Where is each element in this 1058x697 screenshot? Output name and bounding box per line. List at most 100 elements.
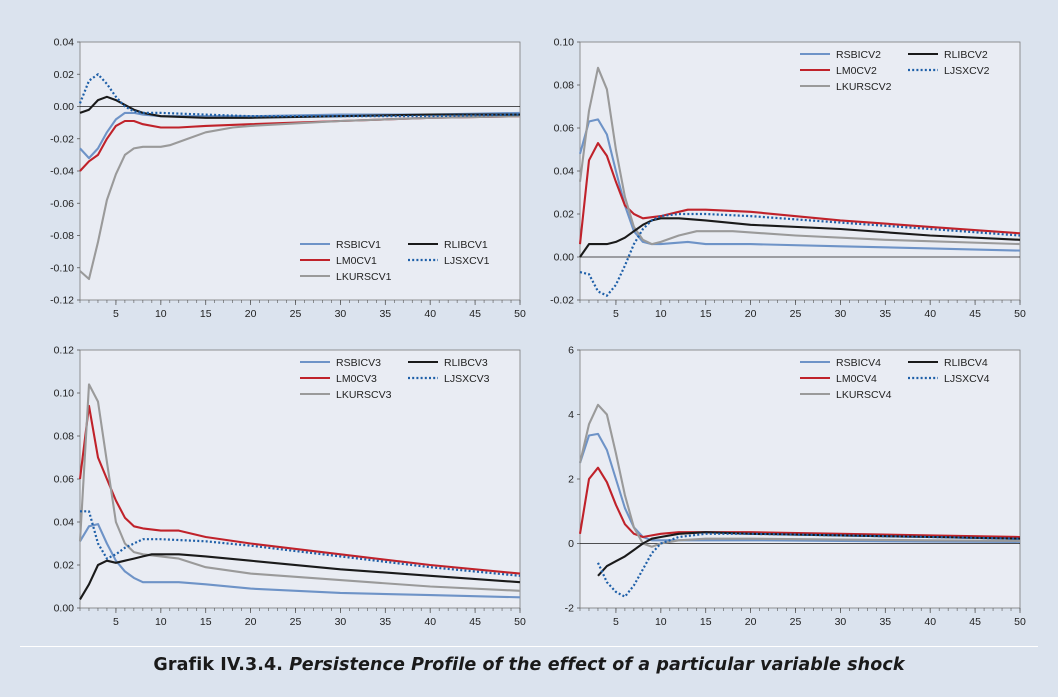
- x-tick-label: 20: [745, 616, 757, 628]
- y-tick-label: 0.10: [54, 388, 75, 400]
- y-tick-label: 0.02: [554, 209, 575, 221]
- x-tick-label: 5: [113, 616, 119, 628]
- legend-label: RLIBCV2: [944, 49, 988, 61]
- x-tick-label: 5: [113, 308, 119, 320]
- x-tick-label: 5: [613, 308, 619, 320]
- y-tick-label: -0.12: [50, 295, 74, 307]
- series-line-lm0cv3: [78, 404, 521, 575]
- legend-label: RLIBCV1: [444, 239, 488, 251]
- plot-area: [579, 349, 1021, 609]
- x-tick-label: 5: [613, 616, 619, 628]
- y-tick-label: 0.06: [54, 474, 75, 486]
- y-tick-label: 0.00: [54, 603, 75, 615]
- plot-area: [79, 41, 521, 301]
- x-tick-label: 45: [969, 308, 981, 320]
- x-tick-label: 40: [424, 616, 436, 628]
- legend-label: LM0CV3: [336, 373, 377, 385]
- series-line-lm0cv2: [578, 142, 1021, 245]
- x-tick-label: 15: [700, 616, 712, 628]
- series-line-ljsxcv4: [597, 532, 1021, 598]
- x-tick-label: 30: [835, 308, 847, 320]
- y-tick-label: 6: [568, 345, 574, 357]
- series-line-rlibcv1: [79, 95, 520, 119]
- y-tick-label: 4: [568, 409, 574, 421]
- series-line-lkurscv4: [578, 403, 1021, 548]
- legend-label: LJSXCV2: [944, 65, 990, 77]
- y-tick-label: 0.00: [554, 252, 575, 264]
- plot-area: [79, 349, 521, 609]
- chart-panel-3: 0.12 0.10 0.08 0.06 0.04 0.02 0.00 5 10 15 20 25 30 3…: [54, 345, 526, 629]
- series-line-rlibcv3: [79, 553, 521, 600]
- legend-label: RLIBCV3: [444, 357, 488, 369]
- y-tick-label: 0.04: [554, 166, 575, 178]
- legend-label: LJSXCV1: [444, 255, 490, 267]
- y-tick-label: 0.06: [554, 123, 575, 135]
- caption-text: Persistence Profile of the effect of a p…: [289, 655, 905, 675]
- x-tick-label: 25: [290, 616, 302, 628]
- x-tick-label: 20: [245, 308, 257, 320]
- x-tick-label: 40: [924, 616, 936, 628]
- y-tick-label: 0.02: [54, 560, 75, 572]
- caption-rule: [20, 646, 1038, 647]
- series-line-lkurscv1: [79, 115, 521, 281]
- x-tick-label: 10: [155, 616, 167, 628]
- y-tick-label: -0.04: [50, 166, 74, 178]
- legend-label: LM0CV4: [836, 373, 877, 385]
- legend-label: LJSXCV3: [444, 373, 490, 385]
- y-tick-label: -0.02: [50, 133, 74, 145]
- x-tick-label: 30: [335, 616, 347, 628]
- y-tick-label: 0.08: [54, 431, 75, 443]
- x-tick-label: 40: [424, 308, 436, 320]
- x-tick-label: 20: [745, 308, 757, 320]
- x-tick-label: 50: [514, 616, 526, 628]
- y-tick-label: -0.10: [50, 262, 74, 274]
- figure-caption: Grafik IV.3.4. Persistence Profile of th…: [0, 655, 1058, 675]
- x-tick-label: 50: [514, 308, 526, 320]
- legend-label: LM0CV1: [336, 255, 377, 267]
- x-tick-label: 15: [700, 308, 712, 320]
- x-tick-label: 50: [1014, 308, 1026, 320]
- plot-area: [579, 41, 1021, 301]
- y-tick-label: -0.06: [50, 198, 74, 210]
- x-tick-label: 30: [835, 616, 847, 628]
- x-tick-label: 35: [379, 308, 391, 320]
- x-tick-label: 35: [379, 616, 391, 628]
- legend-label: LKURSCV1: [336, 271, 392, 283]
- y-tick-label: 2: [568, 474, 574, 486]
- x-tick-label: 25: [790, 616, 802, 628]
- y-tick-label: 0.04: [54, 517, 75, 529]
- y-tick-label: -0.08: [50, 230, 74, 242]
- y-tick-label: 0: [568, 538, 574, 550]
- x-tick-label: 10: [155, 308, 167, 320]
- y-tick-label: 0.10: [554, 37, 575, 49]
- y-tick-label: 0.00: [54, 101, 75, 113]
- x-tick-label: 30: [335, 308, 347, 320]
- y-tick-label: 0.02: [54, 69, 75, 81]
- y-tick-label: 0.12: [54, 345, 75, 357]
- legend-label: LKURSCV4: [836, 389, 892, 401]
- x-tick-label: 40: [924, 308, 936, 320]
- series-line-lkurscv3: [78, 383, 521, 592]
- x-tick-label: 35: [879, 308, 891, 320]
- series-line-rsbicv1: [79, 111, 521, 160]
- caption-label: Grafik IV.3.4.: [153, 655, 284, 675]
- y-tick-label: 0.04: [54, 37, 75, 49]
- legend-label: RSBICV2: [836, 49, 881, 61]
- x-tick-label: 25: [290, 308, 302, 320]
- chart-panel-1: 0.04 0.02 0.00 -0.02 -0.04 -0.06 -0.08 -0.10 -0.…: [50, 37, 526, 321]
- chart-panel-2: 0.10 0.08 0.06 0.04 0.02 0.00 -0.02 5 10 15 20 25 30…: [550, 37, 1026, 321]
- x-tick-label: 25: [790, 308, 802, 320]
- y-tick-label: -2: [565, 603, 574, 615]
- x-tick-label: 45: [969, 616, 981, 628]
- y-tick-label: 0.08: [554, 80, 575, 92]
- x-tick-label: 10: [655, 616, 667, 628]
- legend-label: RSBICV3: [336, 357, 381, 369]
- x-tick-label: 45: [469, 308, 481, 320]
- legend-label: LKURSCV3: [336, 389, 392, 401]
- legend-label: RSBICV4: [836, 357, 881, 369]
- series-line-rlibcv2: [579, 217, 1021, 258]
- x-tick-label: 20: [245, 616, 257, 628]
- legend-label: RSBICV1: [336, 239, 381, 251]
